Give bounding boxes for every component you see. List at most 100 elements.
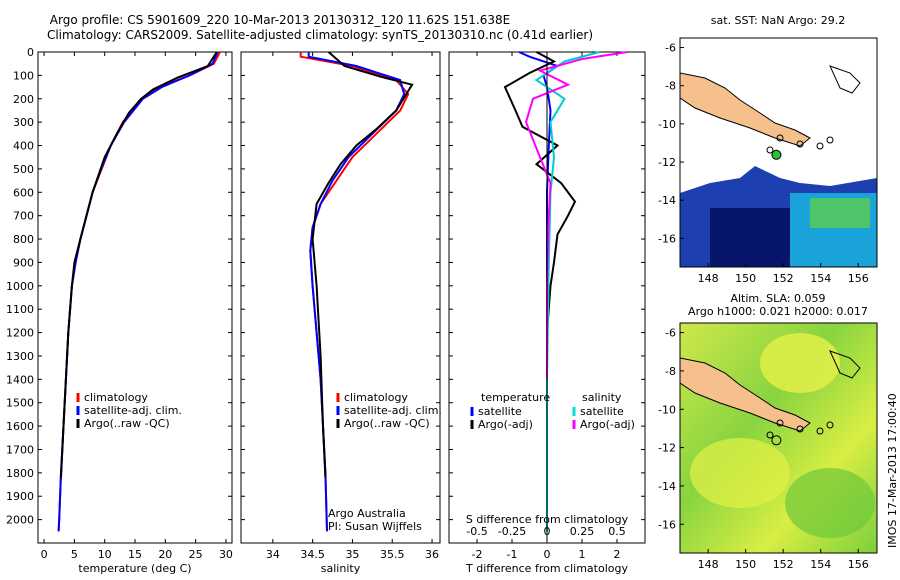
legend-label: satellite bbox=[478, 405, 522, 418]
x-tick-label: 15 bbox=[128, 548, 142, 561]
island-outline bbox=[826, 421, 834, 429]
legend-label: climatology bbox=[84, 391, 148, 404]
x-axis-label: temperature (deg C) bbox=[78, 562, 191, 575]
x-tick-label: 35.5 bbox=[380, 548, 405, 561]
map-frame bbox=[679, 322, 878, 554]
x-tick-label: 1 bbox=[579, 548, 586, 561]
s-tick-label: -0.5 bbox=[466, 525, 487, 538]
y-tick-label: 1800 bbox=[6, 467, 34, 480]
island-outline bbox=[796, 140, 804, 148]
sst-map-title: sat. SST: NaN Argo: 29.2 bbox=[711, 14, 845, 27]
title-line-2: Climatology: CARS2009. Satellite-adjuste… bbox=[46, 28, 594, 42]
series-line-satellite bbox=[518, 51, 560, 532]
y-tick-label: 900 bbox=[13, 256, 34, 269]
series-line-argo-adj- bbox=[503, 51, 577, 478]
x-tick-label: 20 bbox=[158, 548, 172, 561]
s-tick-label: 0.25 bbox=[570, 525, 595, 538]
y-tick-label: 600 bbox=[13, 186, 34, 199]
map-x-tick-label: 156 bbox=[848, 272, 869, 285]
y-tick-label: 2000 bbox=[6, 514, 34, 527]
island-outline bbox=[766, 146, 774, 154]
y-tick-label: 400 bbox=[13, 140, 34, 153]
y-tick-label: 1000 bbox=[6, 280, 34, 293]
map-x-tick-label: 154 bbox=[810, 558, 831, 571]
x-tick-label: 25 bbox=[189, 548, 203, 561]
argo-note-1: Argo Australia bbox=[328, 507, 406, 520]
argo-location-marker bbox=[771, 435, 782, 446]
series-line-satellite-adj-clim- bbox=[307, 52, 406, 532]
sst-warmer bbox=[810, 198, 870, 228]
y-tick-label: 200 bbox=[13, 93, 34, 106]
y-tick-label: 1400 bbox=[6, 373, 34, 386]
island-outline bbox=[796, 425, 804, 433]
map-x-tick-label: 150 bbox=[735, 558, 756, 571]
sla-map-title-1: Altim. SLA: 0.059 bbox=[730, 292, 825, 305]
x-tick-label: 5 bbox=[71, 548, 78, 561]
sla-high bbox=[760, 333, 840, 393]
s-tick-label: 0.5 bbox=[608, 525, 626, 538]
series-line-argo-adj- bbox=[524, 51, 628, 380]
map-x-tick-label: 152 bbox=[773, 558, 794, 571]
y-tick-label: 1700 bbox=[6, 443, 34, 456]
map-y-tick-label: -12 bbox=[658, 442, 676, 455]
s-axis-label: S difference from climatology bbox=[466, 513, 629, 526]
y-tick-label: 800 bbox=[13, 233, 34, 246]
island-outline bbox=[776, 419, 784, 427]
map-y-tick-label: -6 bbox=[665, 42, 676, 55]
legend-label: satellite-adj. clim. bbox=[84, 404, 182, 417]
y-tick-label: 1300 bbox=[6, 350, 34, 363]
map-x-tick-label: 154 bbox=[810, 272, 831, 285]
sla-high bbox=[690, 438, 790, 508]
sla-map-title-2: Argo h1000: 0.021 h2000: 0.017 bbox=[688, 305, 868, 318]
series-line-argo-raw-qc- bbox=[311, 51, 414, 478]
plot-frame bbox=[240, 51, 441, 544]
x-tick-label: 0 bbox=[41, 548, 48, 561]
s-tick-label: -0.25 bbox=[498, 525, 526, 538]
chart-panel-1: 0 5 10 15 20 25 300100200300400500600700800900… bbox=[6, 46, 233, 575]
island-outline bbox=[829, 65, 861, 94]
sla-low bbox=[785, 468, 875, 538]
legend-label: satellite bbox=[580, 405, 624, 418]
legend-label: Argo(-adj) bbox=[478, 418, 533, 431]
y-tick-label: 1200 bbox=[6, 327, 34, 340]
series-line-argo-raw-qc- bbox=[60, 51, 218, 478]
map-x-tick-label: 152 bbox=[773, 272, 794, 285]
legend-label: satellite-adj. clim. bbox=[344, 404, 442, 417]
series-line-climatology bbox=[57, 51, 221, 532]
legend-label: Argo(-adj) bbox=[580, 418, 635, 431]
map-x-tick-label: 148 bbox=[698, 558, 719, 571]
island-outline bbox=[829, 350, 861, 379]
island-outline bbox=[776, 134, 784, 142]
sla-map: 148 150 152 154 156 -6 -8 -10 -12 -14 -16 bbox=[658, 322, 878, 571]
island-outline bbox=[766, 431, 774, 439]
x-tick-label: 35 bbox=[345, 548, 359, 561]
map-x-tick-label: 150 bbox=[735, 272, 756, 285]
y-tick-label: 1500 bbox=[6, 397, 34, 410]
map-content bbox=[680, 323, 877, 553]
legend-label: Argo(..raw -QC) bbox=[84, 417, 170, 430]
island-outline bbox=[826, 136, 834, 144]
map-y-tick-label: -8 bbox=[665, 80, 676, 93]
x-tick-label: 2 bbox=[614, 548, 621, 561]
chart-panel-2: 34 34.5 35 35.5 36 salinity bbox=[240, 51, 441, 575]
map-content bbox=[680, 65, 877, 267]
chart-panel-3: -2 -1 0 1 2T difference from climatology -0.5… bbox=[448, 51, 646, 575]
land-new-guinea bbox=[680, 357, 811, 432]
map-y-tick-label: -16 bbox=[658, 518, 676, 531]
map-y-tick-label: -14 bbox=[658, 194, 676, 207]
title-line-1: Argo profile: CS 5901609_220 10-Mar-2013… bbox=[49, 13, 511, 27]
map-y-tick-label: -10 bbox=[658, 118, 676, 131]
x-axis-label: T difference from climatology bbox=[465, 562, 628, 575]
x-tick-label: 36 bbox=[425, 548, 439, 561]
x-axis-label: salinity bbox=[321, 562, 361, 575]
x-tick-label: 34.5 bbox=[300, 548, 325, 561]
map-frame bbox=[679, 37, 878, 268]
legend-label: temperature bbox=[481, 391, 550, 404]
legend-label: climatology bbox=[344, 391, 408, 404]
argo-location-marker bbox=[771, 149, 782, 160]
map-y-tick-label: -12 bbox=[658, 156, 676, 169]
y-tick-label: 500 bbox=[13, 163, 34, 176]
y-tick-label: 0 bbox=[27, 46, 34, 59]
sst-map: 148 150 152 154 156 -6 -8 -10 -12 -14 -16 bbox=[658, 37, 878, 285]
